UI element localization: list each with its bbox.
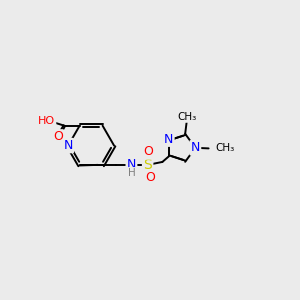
Text: CH₃: CH₃	[177, 112, 196, 122]
Text: N: N	[64, 139, 73, 152]
Text: N: N	[191, 141, 200, 154]
Text: N: N	[127, 158, 136, 171]
Text: H: H	[128, 168, 136, 178]
Text: S: S	[143, 158, 152, 172]
Text: O: O	[145, 171, 155, 184]
Text: CH₃: CH₃	[215, 143, 234, 153]
Text: O: O	[143, 146, 153, 158]
Text: N: N	[164, 133, 173, 146]
Text: O: O	[53, 130, 63, 143]
Text: HO: HO	[38, 116, 55, 126]
